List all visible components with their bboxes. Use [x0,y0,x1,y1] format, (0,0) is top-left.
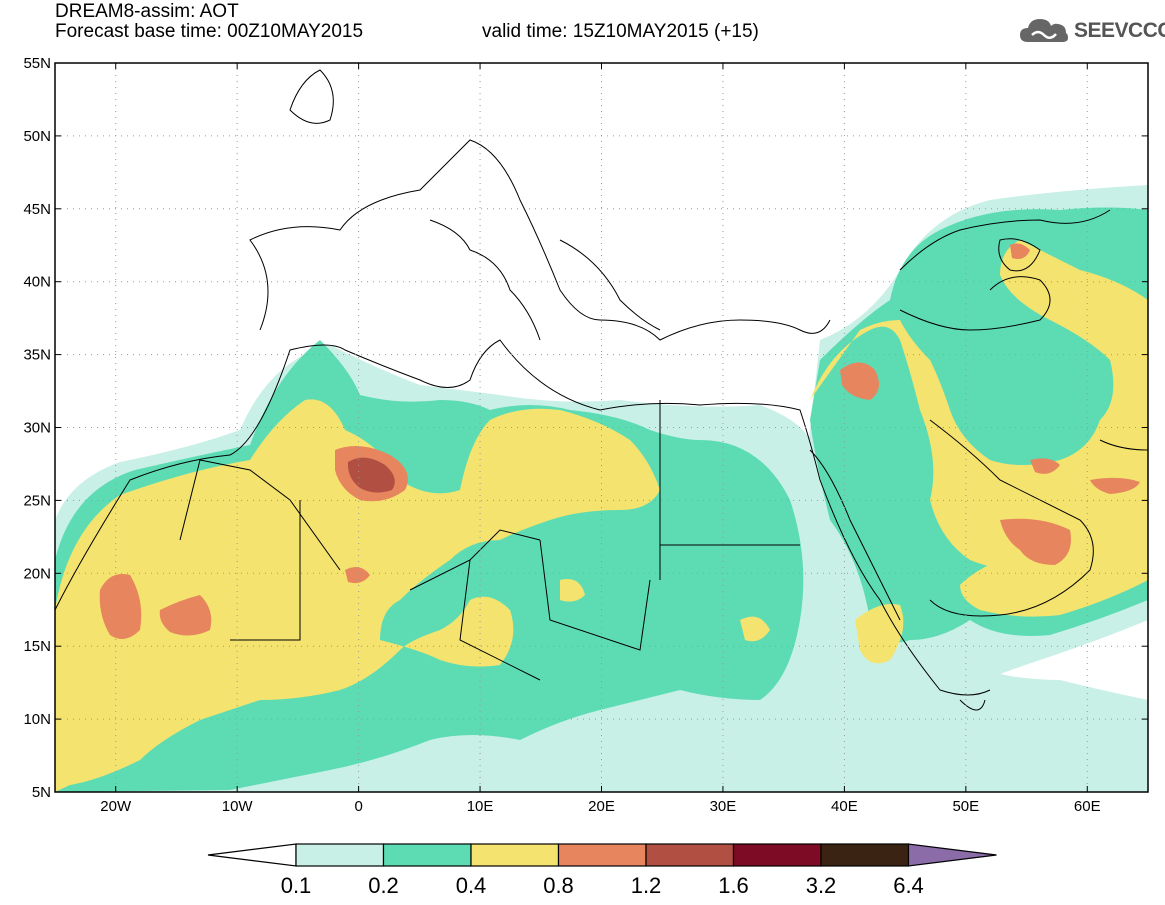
longitude-labels: 20W 10W 0 10E 20E 30E 40E 50E 60E [100,798,1100,815]
logo-text: SEEVCCC [1074,19,1165,42]
colorbar-label: 0.4 [456,873,487,898]
lon-label: 10E [467,798,494,815]
lon-label: 40E [831,798,858,815]
valid-time: valid time: 15Z10MAY2015 (+15) [482,21,759,42]
colorbar-box [470,843,560,867]
forecast-base-time: Forecast base time: 00Z10MAY2015 [55,21,364,42]
lon-label: 20W [100,798,132,815]
lon-label: 60E [1074,798,1101,815]
seevccc-logo: SEEVCCC [1018,14,1165,48]
lat-label: 35N [23,347,51,364]
lat-label: 55N [23,55,51,72]
lat-label: 5N [32,784,51,801]
lon-label: 20E [588,798,615,815]
colorbar-label: 3.2 [806,873,837,898]
lon-label: 30E [710,798,737,815]
aot-level-0.4 [55,240,1148,792]
map-title: DREAM8-assim: AOT [55,1,239,22]
colorbar-label: 1.2 [631,873,662,898]
colorbar-label: 0.8 [543,873,574,898]
lat-label: 45N [23,201,51,218]
lon-label: 0 [354,798,362,815]
colorbar-label: 6.4 [893,873,924,898]
aot-field [55,185,1148,792]
colorbar-label: 1.6 [718,873,749,898]
gridlines [55,63,1148,792]
colorbar-label: 0.2 [368,873,399,898]
colorbar: 0.1 0.2 0.4 0.8 1.2 1.6 3.2 6.4 [207,843,997,898]
colorbar-box [732,843,822,867]
lat-label: 50N [23,128,51,145]
lat-label: 15N [23,638,51,655]
colorbar-box [645,843,735,867]
colorbar-box [557,843,647,867]
colorbar-under-arrow [207,843,297,867]
lat-label: 20N [23,565,51,582]
cloud-icon [1020,19,1068,42]
aot-level-1.2 [347,457,395,493]
colorbar-box [295,843,385,867]
lat-label: 40N [23,274,51,291]
colorbar-over-arrow [907,843,997,867]
axis-ticks [55,62,1148,793]
coastlines [55,69,1148,711]
colorbar-box [820,843,910,867]
lat-label: 25N [23,492,51,509]
latitude-labels: 5N 10N 15N 20N 25N 30N 35N 40N 45N 50N 55N [23,55,51,801]
lat-label: 30N [23,420,51,437]
colorbar-box [382,843,472,867]
lat-label: 10N [23,711,51,728]
colorbar-label: 0.1 [281,873,312,898]
lon-label: 10W [222,798,254,815]
lon-label: 50E [952,798,979,815]
